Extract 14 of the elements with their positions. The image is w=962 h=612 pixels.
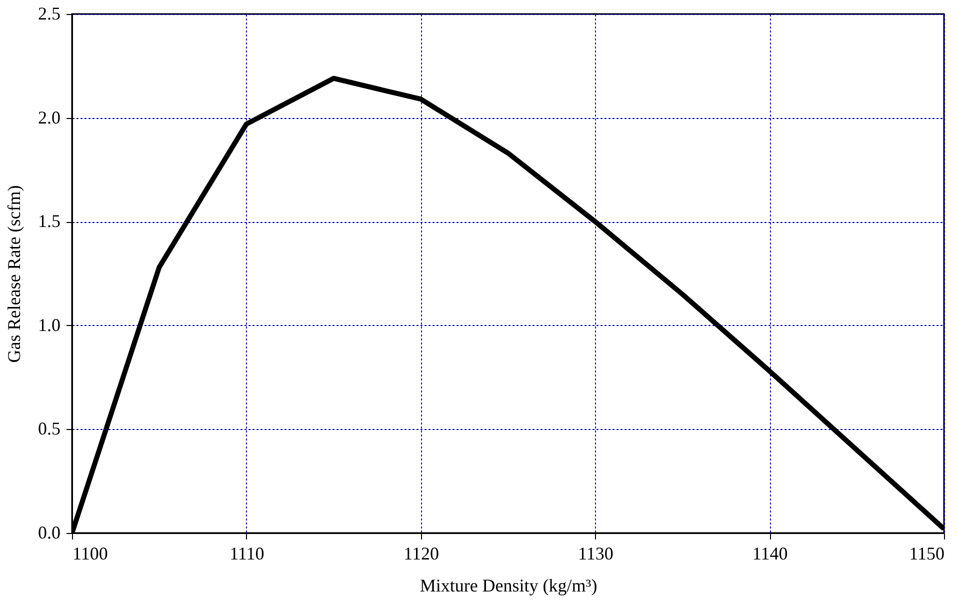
y-tick-label: 2.0 [38,107,60,128]
y-tick-label: 0.5 [38,418,60,439]
x-tick-label: 1140 [752,544,788,564]
x-axis-title: Mixture Density (kg/m³) [420,576,598,596]
y-axis-title: Gas Release Rate (scfm) [4,185,24,363]
x-tick-label: 1150 [909,544,944,564]
x-tick-label: 1100 [72,544,108,564]
y-tick-label: 1.5 [38,211,60,232]
y-tick-label: 2.5 [38,4,60,24]
x-tick-label: 1120 [404,544,439,564]
y-tick-label: 1.0 [38,314,60,335]
x-tick-label: 1110 [230,544,264,564]
x-tick-label: 1130 [578,544,614,564]
y-tick-label: 0.0 [38,522,60,542]
